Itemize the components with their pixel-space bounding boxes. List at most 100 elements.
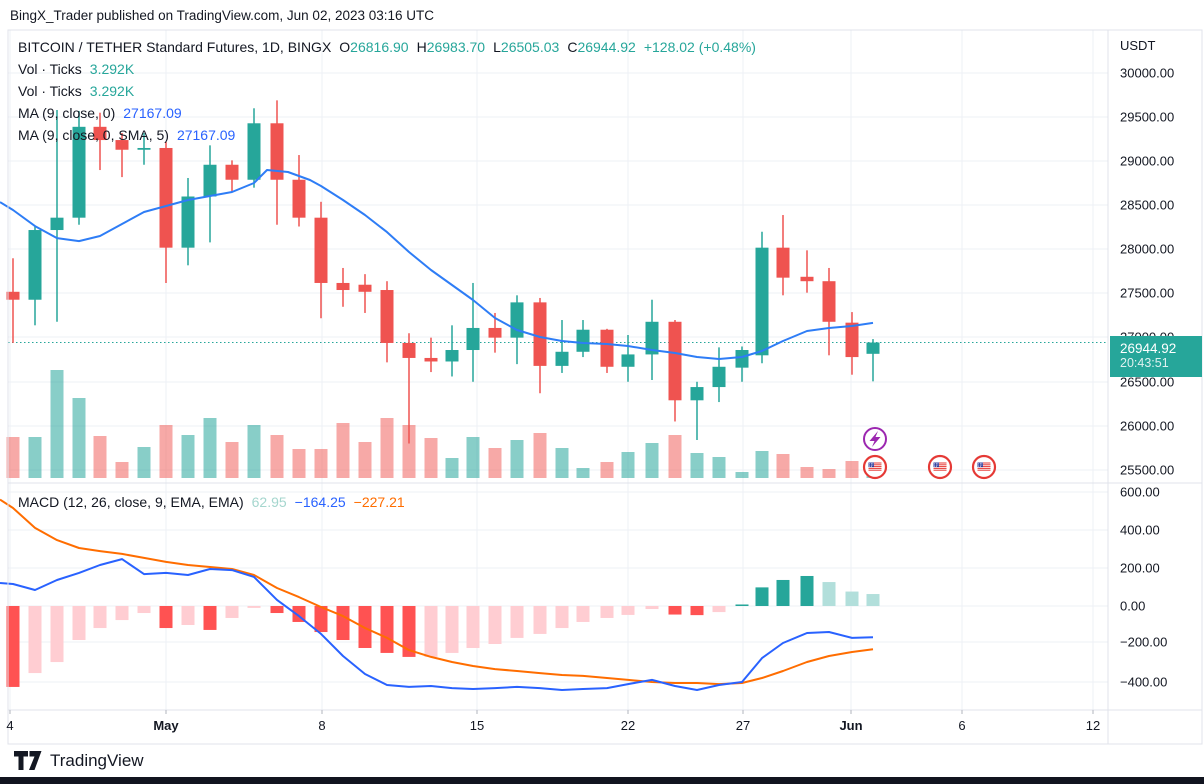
volume-bar xyxy=(72,398,86,478)
currency-label: USDT xyxy=(1120,38,1156,53)
ma-legend-row-1[interactable]: MA (9, close, 0) 27167.09 xyxy=(18,105,182,121)
macd-histogram-bar xyxy=(115,606,129,621)
symbol-title: BITCOIN / TETHER Standard Futures, 1D, B… xyxy=(18,39,332,55)
macd-histogram-bar xyxy=(445,606,459,653)
candle-body xyxy=(6,291,20,300)
candle-body xyxy=(621,354,635,367)
macd-histogram-bar xyxy=(845,591,859,606)
candle-body xyxy=(72,126,86,218)
macd-histogram-bar xyxy=(50,606,64,663)
time-tick-label: 8 xyxy=(318,718,326,733)
macd-histogram-bar xyxy=(600,606,614,618)
candle-body xyxy=(690,387,704,401)
volume-series xyxy=(6,370,880,478)
time-tick-label: 27 xyxy=(735,718,751,733)
volume-bar xyxy=(712,457,726,478)
macd-histogram-bar xyxy=(270,606,284,614)
ma-legend-row-2[interactable]: MA (9, close, 0, SMA, 5) 27167.09 xyxy=(18,127,235,143)
macd-histogram-bar xyxy=(314,606,328,633)
candle-body xyxy=(555,351,569,366)
candle-body xyxy=(336,282,350,291)
candle-body xyxy=(424,357,438,362)
volume-bar xyxy=(380,418,394,478)
candle-body xyxy=(488,327,502,338)
candle-body xyxy=(181,196,195,248)
macd-hist-value: 62.95 xyxy=(251,494,287,510)
price-tick-label: 26000.00 xyxy=(1120,418,1175,434)
lightning-event-icon[interactable] xyxy=(863,427,887,451)
volume-bar xyxy=(845,461,859,478)
volume-bar xyxy=(466,437,480,478)
candle-body xyxy=(668,321,682,401)
volume-bar xyxy=(822,469,836,478)
macd-histogram-bar xyxy=(466,606,480,648)
tradingview-logo-icon[interactable] xyxy=(14,751,42,771)
macd-histogram xyxy=(6,575,880,687)
macd-histogram-bar xyxy=(510,606,524,638)
price-tick-label: 27500.00 xyxy=(1120,285,1175,301)
countdown-timer: 20:43:51 xyxy=(1120,356,1169,370)
candle-body xyxy=(755,247,769,356)
price-axis[interactable]: USDT 30000.00 29500.00 29000.00 28500.00 280… xyxy=(1108,30,1204,710)
candle-body xyxy=(314,217,328,283)
volume-bar xyxy=(555,448,569,478)
candle-body xyxy=(159,147,173,248)
time-tick-label: May xyxy=(153,718,179,733)
macd-histogram-bar xyxy=(488,606,502,644)
volume-bar xyxy=(28,437,42,478)
macd-histogram-bar xyxy=(336,606,350,641)
volume-legend-row-1[interactable]: Vol · Ticks 3.292K xyxy=(18,61,134,77)
candle-body xyxy=(270,123,284,180)
candle-body xyxy=(445,350,459,362)
volume-bar xyxy=(402,425,416,478)
volume-bar xyxy=(115,462,129,478)
symbol-legend-row[interactable]: BITCOIN / TETHER Standard Futures, 1D, B… xyxy=(18,39,756,55)
candle-body xyxy=(735,350,749,368)
price-tick-label: 0.00 xyxy=(1120,598,1146,614)
candle-body xyxy=(115,140,129,150)
macd-histogram-bar xyxy=(576,606,590,622)
volume-bar xyxy=(735,472,749,478)
candle-body xyxy=(576,329,590,352)
candle-body xyxy=(600,329,614,367)
macd-histogram-bar xyxy=(247,606,261,608)
volume-legend-row-2[interactable]: Vol · Ticks 3.292K xyxy=(18,83,134,99)
volume-bar xyxy=(510,440,524,478)
volume-bar xyxy=(645,443,659,478)
us-flag-event-icon[interactable] xyxy=(862,454,888,480)
candle-body xyxy=(28,230,42,300)
macd-histogram-bar xyxy=(28,606,42,674)
ohlc-open: O26816.90 xyxy=(339,39,409,55)
ma-legend-label: MA (9, close, 0) xyxy=(18,105,116,121)
macd-legend-label: MACD (12, 26, close, 9, EMA, EMA) xyxy=(18,494,244,510)
volume-legend-label: Vol · Ticks xyxy=(18,83,82,99)
macd-legend-row[interactable]: MACD (12, 26, close, 9, EMA, EMA) 62.95 … xyxy=(18,494,405,510)
price-tick-label: 28000.00 xyxy=(1120,241,1175,257)
price-tick-label: 400.00 xyxy=(1120,522,1160,538)
ohlc-low: L26505.03 xyxy=(493,39,560,55)
price-tick-label: −400.00 xyxy=(1120,674,1168,690)
candle-body xyxy=(645,321,659,355)
candle-body xyxy=(225,164,239,180)
volume-bar xyxy=(755,451,769,478)
bottom-window-bar xyxy=(0,777,1204,784)
macd-histogram-bar xyxy=(735,604,749,606)
us-flag-event-icon[interactable] xyxy=(927,454,953,480)
volume-bar xyxy=(621,452,635,478)
macd-histogram-bar xyxy=(668,606,682,615)
tradingview-brand-text[interactable]: TradingView xyxy=(50,751,144,770)
price-tick-label: 29500.00 xyxy=(1120,109,1175,125)
candle-body xyxy=(845,322,859,358)
price-tick-label: 600.00 xyxy=(1120,484,1160,500)
time-axis[interactable]: 4 May 8 15 22 27 Jun 6 12 xyxy=(0,710,1108,745)
candle-body xyxy=(866,342,880,354)
macd-histogram-bar xyxy=(159,606,173,629)
volume-bar xyxy=(270,435,284,478)
candle-body xyxy=(822,281,836,322)
us-flag-event-icon[interactable] xyxy=(971,454,997,480)
volume-legend-label: Vol · Ticks xyxy=(18,61,82,77)
time-tick-label: 22 xyxy=(620,718,636,733)
macd-histogram-bar xyxy=(203,606,217,630)
macd-line-value: −164.25 xyxy=(294,494,346,510)
